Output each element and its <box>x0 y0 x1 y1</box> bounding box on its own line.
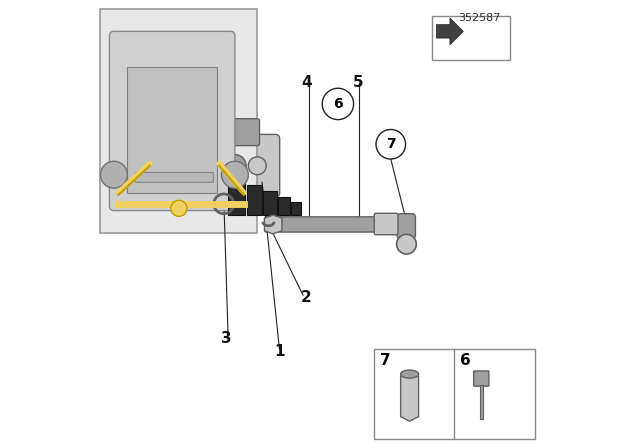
Ellipse shape <box>401 370 419 378</box>
FancyBboxPatch shape <box>291 202 301 215</box>
FancyBboxPatch shape <box>480 385 483 419</box>
FancyBboxPatch shape <box>265 217 402 232</box>
FancyBboxPatch shape <box>374 349 535 439</box>
Circle shape <box>376 129 406 159</box>
FancyBboxPatch shape <box>278 197 289 215</box>
Polygon shape <box>264 215 282 234</box>
Circle shape <box>171 200 187 216</box>
Text: 7: 7 <box>380 353 390 368</box>
Text: 7: 7 <box>386 137 396 151</box>
FancyBboxPatch shape <box>109 31 235 211</box>
FancyBboxPatch shape <box>397 214 415 239</box>
FancyBboxPatch shape <box>263 191 276 215</box>
Text: 6: 6 <box>333 97 343 111</box>
Text: 1: 1 <box>275 344 285 359</box>
FancyBboxPatch shape <box>228 179 245 215</box>
Circle shape <box>397 234 417 254</box>
Text: 352587: 352587 <box>458 13 500 23</box>
Polygon shape <box>123 152 221 188</box>
Polygon shape <box>401 372 419 421</box>
Text: 4: 4 <box>301 75 312 90</box>
Circle shape <box>224 155 246 177</box>
FancyBboxPatch shape <box>246 185 262 215</box>
Text: 5: 5 <box>353 75 364 90</box>
Circle shape <box>100 161 127 188</box>
FancyBboxPatch shape <box>228 119 260 146</box>
Circle shape <box>323 88 354 120</box>
FancyBboxPatch shape <box>474 371 489 386</box>
FancyBboxPatch shape <box>190 134 280 197</box>
FancyBboxPatch shape <box>432 16 511 60</box>
Text: 3: 3 <box>221 331 231 346</box>
FancyBboxPatch shape <box>100 9 257 233</box>
FancyBboxPatch shape <box>127 67 217 193</box>
Circle shape <box>221 161 248 188</box>
Polygon shape <box>436 18 463 45</box>
Circle shape <box>248 157 266 175</box>
FancyBboxPatch shape <box>374 213 398 235</box>
FancyBboxPatch shape <box>136 172 213 182</box>
Text: 6: 6 <box>460 353 471 368</box>
Text: 2: 2 <box>300 290 311 306</box>
